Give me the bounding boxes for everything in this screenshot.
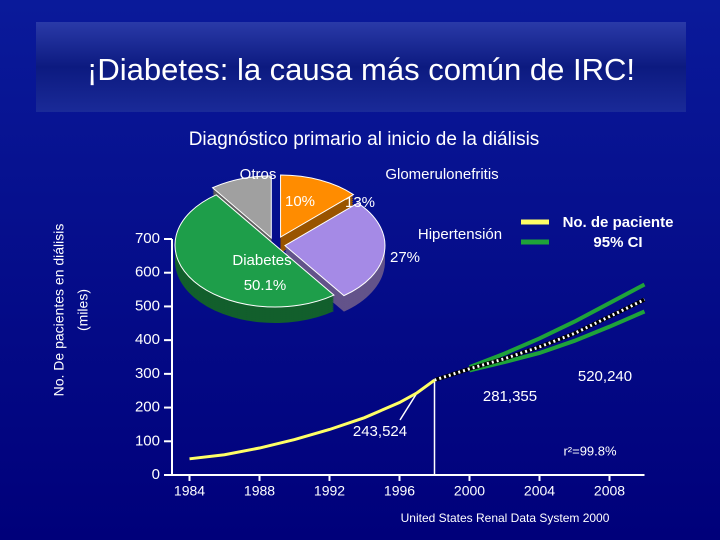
legend-label: No. de paciente bbox=[563, 214, 674, 231]
pie-label: Diabetes bbox=[232, 252, 291, 269]
y-tick-label: 400 bbox=[135, 331, 160, 348]
pie-value-label: 13% bbox=[345, 194, 375, 211]
leader-line bbox=[399, 392, 418, 421]
y-tick-label: 200 bbox=[135, 399, 160, 416]
title-banner bbox=[36, 22, 686, 112]
pie-slice bbox=[284, 202, 386, 297]
pie-value-label: 10% bbox=[285, 193, 315, 210]
annotation: 243,524 bbox=[353, 423, 407, 440]
source: United States Renal Data System 2000 bbox=[401, 511, 610, 525]
legend-label: 95% CI bbox=[593, 234, 642, 251]
data-line bbox=[468, 282, 646, 369]
y-tick-label: 600 bbox=[135, 264, 160, 281]
x-tick-label: 2004 bbox=[524, 483, 555, 499]
y-tick-label: 300 bbox=[135, 365, 160, 382]
x-tick-label: 1988 bbox=[244, 483, 275, 499]
x-tick-label: 2000 bbox=[454, 483, 485, 499]
y-tick-label: 0 bbox=[152, 466, 160, 483]
pie-value-label: 50.1% bbox=[244, 277, 287, 294]
x-tick-label: 1996 bbox=[384, 483, 415, 499]
x-tick-label: 2008 bbox=[594, 483, 625, 499]
y-tick-label: 700 bbox=[135, 230, 160, 247]
annotation: 520,240 bbox=[578, 368, 632, 385]
data-line bbox=[189, 378, 436, 461]
pie-slice bbox=[211, 175, 272, 240]
y-tick-label: 500 bbox=[135, 297, 160, 314]
y-tick-label: 100 bbox=[135, 432, 160, 449]
pie-value-label: 27% bbox=[390, 249, 420, 266]
pie-label: Glomerulonefritis bbox=[385, 166, 498, 183]
data-line bbox=[434, 298, 646, 382]
y-axis-label: (miles) bbox=[75, 289, 91, 331]
pie-title: Diagnóstico primario al inicio de la diá… bbox=[189, 129, 540, 150]
x-tick-label: 1992 bbox=[314, 483, 345, 499]
y-axis-label: No. De pacientes en diálisis bbox=[51, 224, 67, 397]
pie-slice bbox=[174, 194, 335, 308]
annotation: r²=99.8% bbox=[563, 443, 617, 458]
pie-label: Otros bbox=[240, 166, 277, 183]
pie-label: Hipertensión bbox=[418, 226, 502, 243]
data-line bbox=[469, 309, 646, 373]
pie-slice bbox=[280, 174, 355, 238]
slide-title: ¡Diabetes: la causa más común de IRC! bbox=[87, 52, 635, 87]
annotation: 281,355 bbox=[483, 388, 537, 405]
x-tick-label: 1984 bbox=[174, 483, 205, 499]
